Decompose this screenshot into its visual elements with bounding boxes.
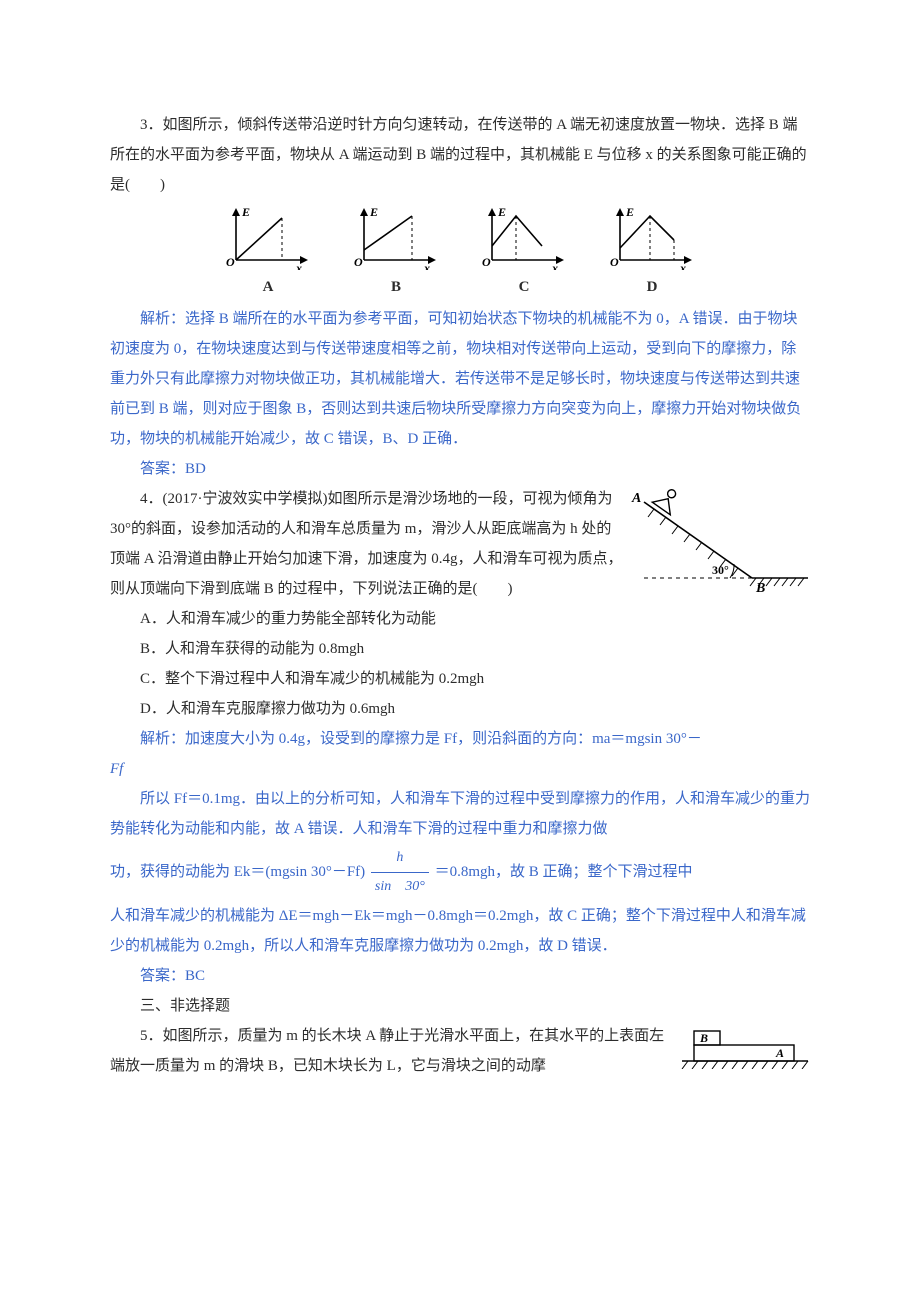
q4-frac-den: sin 30° (371, 873, 429, 901)
q4-analysis-1: 解析：加速度大小为 0.4g，设受到的摩擦力是 Ff，则沿斜面的方向：ma＝mg… (110, 724, 810, 754)
svg-text:E: E (497, 206, 506, 219)
q4-analysis-Ff: Ff (110, 754, 810, 784)
q3-graph-B-label: B (351, 272, 441, 302)
q4-option-B: B．人和滑车获得的动能为 0.8mgh (110, 634, 810, 664)
svg-text:E: E (241, 206, 250, 219)
q4-analysis-open: 解析：加速度大小为 0.4g，设受到的摩擦力是 Ff，则沿斜面的方向：ma＝mg… (140, 731, 702, 747)
svg-text:B: B (755, 581, 765, 596)
q4-fraction: h sin 30° (371, 844, 429, 901)
q3-graphs-row: O E x A O E x B (110, 206, 810, 302)
q4-analysis-mid: 所以 Ff＝0.1mg．由以上的分析可知，人和滑车下滑的过程中受到摩擦力的作用，… (110, 784, 810, 844)
svg-text:O: O (226, 255, 235, 269)
svg-text:O: O (610, 255, 619, 269)
q3-analysis: 解析：选择 B 端所在的水平面为参考平面，可知初始状态下物块的机械能不为 0，A… (110, 304, 810, 454)
q4-option-D: D．人和滑车克服摩擦力做功为 0.6mgh (110, 694, 810, 724)
svg-text:x: x (551, 261, 558, 270)
svg-text:x: x (295, 261, 302, 270)
q3-graph-D-label: D (607, 272, 697, 302)
svg-text:A: A (775, 1046, 784, 1060)
q4-analysis-dE: 人和滑车减少的机械能为 ΔE＝mgh－Ek＝mgh－0.8mgh＝0.2mgh，… (110, 901, 810, 961)
q5-block-figure: A B (680, 1025, 810, 1069)
q4-ek-prefix: 功，获得的动能为 Ek＝(mgsin 30°－Ff) (110, 864, 365, 880)
svg-text:O: O (354, 255, 363, 269)
q3-graph-B: O E x B (351, 206, 441, 302)
svg-text:x: x (423, 261, 430, 270)
q3-stem: 3．如图所示，倾斜传送带沿逆时针方向匀速转动，在传送带的 A 端无初速度放置一物… (110, 110, 810, 200)
q4-frac-num: h (371, 844, 429, 872)
q3-graph-D: O E x D (607, 206, 697, 302)
q3-graph-C-label: C (479, 272, 569, 302)
q4-option-A: A．人和滑车减少的重力势能全部转化为动能 (110, 604, 810, 634)
svg-text:E: E (625, 206, 634, 219)
q3-answer: 答案：BD (110, 454, 810, 484)
section-3-heading: 三、非选择题 (110, 991, 810, 1021)
svg-text:B: B (699, 1031, 708, 1045)
q4-after-frac: ＝0.8mgh，故 B 正确；整个下滑过程中 (435, 864, 693, 880)
q4-option-C: C．整个下滑过程中人和滑车减少的机械能为 0.2mgh (110, 664, 810, 694)
q4-answer: 答案：BC (110, 961, 810, 991)
q4-ramp-figure: 30° A B (630, 484, 810, 604)
q3-graph-A: O E x A (223, 206, 313, 302)
q3-graph-A-label: A (223, 272, 313, 302)
q3-graph-C: O E x C (479, 206, 569, 302)
svg-text:E: E (369, 206, 378, 219)
svg-text:O: O (482, 255, 491, 269)
svg-text:A: A (631, 491, 641, 506)
q4-analysis-ek-line: 功，获得的动能为 Ek＝(mgsin 30°－Ff) h sin 30° ＝0.… (110, 844, 810, 901)
svg-text:x: x (679, 261, 686, 270)
svg-text:30°: 30° (712, 563, 729, 577)
q4-Ff-symbol: Ff (110, 761, 123, 777)
